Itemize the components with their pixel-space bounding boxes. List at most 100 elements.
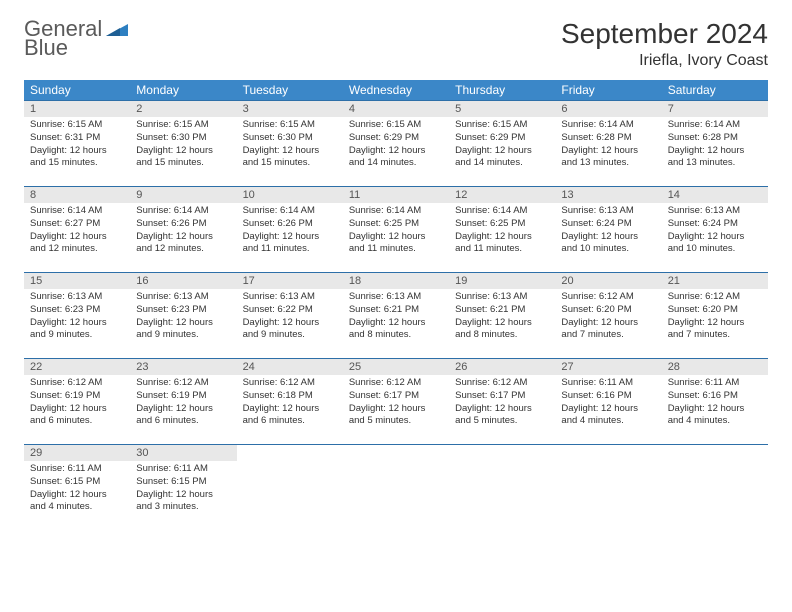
- day-cell: 29Sunrise: 6:11 AMSunset: 6:15 PMDayligh…: [24, 445, 130, 531]
- weekday-header: Saturday: [662, 80, 768, 101]
- day-details: Sunrise: 6:13 AMSunset: 6:23 PMDaylight:…: [130, 289, 236, 346]
- day-cell: 3Sunrise: 6:15 AMSunset: 6:30 PMDaylight…: [237, 101, 343, 187]
- day-number: 13: [555, 187, 661, 203]
- calendar-table: Sunday Monday Tuesday Wednesday Thursday…: [24, 80, 768, 531]
- day-number: 22: [24, 359, 130, 375]
- day-details: Sunrise: 6:12 AMSunset: 6:19 PMDaylight:…: [130, 375, 236, 432]
- day-details: Sunrise: 6:13 AMSunset: 6:21 PMDaylight:…: [449, 289, 555, 346]
- day-details: Sunrise: 6:12 AMSunset: 6:20 PMDaylight:…: [555, 289, 661, 346]
- day-cell: 15Sunrise: 6:13 AMSunset: 6:23 PMDayligh…: [24, 273, 130, 359]
- weekday-header: Sunday: [24, 80, 130, 101]
- empty-cell: [237, 445, 343, 531]
- day-details: Sunrise: 6:13 AMSunset: 6:22 PMDaylight:…: [237, 289, 343, 346]
- day-cell: 25Sunrise: 6:12 AMSunset: 6:17 PMDayligh…: [343, 359, 449, 445]
- weekday-header-row: Sunday Monday Tuesday Wednesday Thursday…: [24, 80, 768, 101]
- location-text: Iriefla, Ivory Coast: [561, 52, 768, 70]
- day-details: Sunrise: 6:14 AMSunset: 6:27 PMDaylight:…: [24, 203, 130, 260]
- day-details: Sunrise: 6:15 AMSunset: 6:29 PMDaylight:…: [343, 117, 449, 174]
- day-details: Sunrise: 6:14 AMSunset: 6:25 PMDaylight:…: [449, 203, 555, 260]
- day-number: 17: [237, 273, 343, 289]
- day-details: Sunrise: 6:14 AMSunset: 6:28 PMDaylight:…: [662, 117, 768, 174]
- day-number: 7: [662, 101, 768, 117]
- day-number: 24: [237, 359, 343, 375]
- day-number: 21: [662, 273, 768, 289]
- day-cell: 17Sunrise: 6:13 AMSunset: 6:22 PMDayligh…: [237, 273, 343, 359]
- day-number: 9: [130, 187, 236, 203]
- day-details: Sunrise: 6:15 AMSunset: 6:31 PMDaylight:…: [24, 117, 130, 174]
- day-cell: 26Sunrise: 6:12 AMSunset: 6:17 PMDayligh…: [449, 359, 555, 445]
- day-cell: 13Sunrise: 6:13 AMSunset: 6:24 PMDayligh…: [555, 187, 661, 273]
- day-details: Sunrise: 6:14 AMSunset: 6:25 PMDaylight:…: [343, 203, 449, 260]
- day-cell: 21Sunrise: 6:12 AMSunset: 6:20 PMDayligh…: [662, 273, 768, 359]
- day-number: 11: [343, 187, 449, 203]
- day-number: 15: [24, 273, 130, 289]
- day-number: 27: [555, 359, 661, 375]
- day-details: Sunrise: 6:14 AMSunset: 6:26 PMDaylight:…: [130, 203, 236, 260]
- day-cell: 2Sunrise: 6:15 AMSunset: 6:30 PMDaylight…: [130, 101, 236, 187]
- day-cell: 30Sunrise: 6:11 AMSunset: 6:15 PMDayligh…: [130, 445, 236, 531]
- day-number: 3: [237, 101, 343, 117]
- day-number: 4: [343, 101, 449, 117]
- empty-cell: [449, 445, 555, 531]
- empty-cell: [555, 445, 661, 531]
- day-details: Sunrise: 6:12 AMSunset: 6:19 PMDaylight:…: [24, 375, 130, 432]
- day-number: 23: [130, 359, 236, 375]
- day-details: Sunrise: 6:12 AMSunset: 6:20 PMDaylight:…: [662, 289, 768, 346]
- day-number: 2: [130, 101, 236, 117]
- calendar-row: 8Sunrise: 6:14 AMSunset: 6:27 PMDaylight…: [24, 187, 768, 273]
- day-cell: 4Sunrise: 6:15 AMSunset: 6:29 PMDaylight…: [343, 101, 449, 187]
- weekday-header: Friday: [555, 80, 661, 101]
- day-details: Sunrise: 6:13 AMSunset: 6:24 PMDaylight:…: [555, 203, 661, 260]
- day-cell: 23Sunrise: 6:12 AMSunset: 6:19 PMDayligh…: [130, 359, 236, 445]
- calendar-row: 29Sunrise: 6:11 AMSunset: 6:15 PMDayligh…: [24, 445, 768, 531]
- weekday-header: Tuesday: [237, 80, 343, 101]
- day-details: Sunrise: 6:11 AMSunset: 6:15 PMDaylight:…: [130, 461, 236, 518]
- day-cell: 27Sunrise: 6:11 AMSunset: 6:16 PMDayligh…: [555, 359, 661, 445]
- weekday-header: Wednesday: [343, 80, 449, 101]
- day-cell: 10Sunrise: 6:14 AMSunset: 6:26 PMDayligh…: [237, 187, 343, 273]
- logo-triangle-icon: [106, 20, 128, 41]
- calendar-body: 1Sunrise: 6:15 AMSunset: 6:31 PMDaylight…: [24, 101, 768, 531]
- day-cell: 28Sunrise: 6:11 AMSunset: 6:16 PMDayligh…: [662, 359, 768, 445]
- day-cell: 6Sunrise: 6:14 AMSunset: 6:28 PMDaylight…: [555, 101, 661, 187]
- day-cell: 11Sunrise: 6:14 AMSunset: 6:25 PMDayligh…: [343, 187, 449, 273]
- day-cell: 24Sunrise: 6:12 AMSunset: 6:18 PMDayligh…: [237, 359, 343, 445]
- day-cell: 8Sunrise: 6:14 AMSunset: 6:27 PMDaylight…: [24, 187, 130, 273]
- day-cell: 12Sunrise: 6:14 AMSunset: 6:25 PMDayligh…: [449, 187, 555, 273]
- day-details: Sunrise: 6:13 AMSunset: 6:23 PMDaylight:…: [24, 289, 130, 346]
- day-cell: 5Sunrise: 6:15 AMSunset: 6:29 PMDaylight…: [449, 101, 555, 187]
- day-cell: 9Sunrise: 6:14 AMSunset: 6:26 PMDaylight…: [130, 187, 236, 273]
- day-number: 14: [662, 187, 768, 203]
- day-cell: 18Sunrise: 6:13 AMSunset: 6:21 PMDayligh…: [343, 273, 449, 359]
- day-details: Sunrise: 6:13 AMSunset: 6:21 PMDaylight:…: [343, 289, 449, 346]
- day-details: Sunrise: 6:11 AMSunset: 6:16 PMDaylight:…: [662, 375, 768, 432]
- day-number: 1: [24, 101, 130, 117]
- day-number: 26: [449, 359, 555, 375]
- weekday-header: Monday: [130, 80, 236, 101]
- day-cell: 16Sunrise: 6:13 AMSunset: 6:23 PMDayligh…: [130, 273, 236, 359]
- calendar-row: 15Sunrise: 6:13 AMSunset: 6:23 PMDayligh…: [24, 273, 768, 359]
- day-details: Sunrise: 6:13 AMSunset: 6:24 PMDaylight:…: [662, 203, 768, 260]
- day-cell: 19Sunrise: 6:13 AMSunset: 6:21 PMDayligh…: [449, 273, 555, 359]
- calendar-row: 22Sunrise: 6:12 AMSunset: 6:19 PMDayligh…: [24, 359, 768, 445]
- day-number: 25: [343, 359, 449, 375]
- day-cell: 14Sunrise: 6:13 AMSunset: 6:24 PMDayligh…: [662, 187, 768, 273]
- day-cell: 7Sunrise: 6:14 AMSunset: 6:28 PMDaylight…: [662, 101, 768, 187]
- day-number: 16: [130, 273, 236, 289]
- title-block: September 2024 Iriefla, Ivory Coast: [561, 18, 768, 70]
- day-number: 30: [130, 445, 236, 461]
- day-number: 20: [555, 273, 661, 289]
- day-details: Sunrise: 6:15 AMSunset: 6:30 PMDaylight:…: [130, 117, 236, 174]
- page-title: September 2024: [561, 18, 768, 50]
- day-cell: 20Sunrise: 6:12 AMSunset: 6:20 PMDayligh…: [555, 273, 661, 359]
- day-details: Sunrise: 6:11 AMSunset: 6:16 PMDaylight:…: [555, 375, 661, 432]
- day-details: Sunrise: 6:12 AMSunset: 6:17 PMDaylight:…: [343, 375, 449, 432]
- day-details: Sunrise: 6:11 AMSunset: 6:15 PMDaylight:…: [24, 461, 130, 518]
- day-details: Sunrise: 6:12 AMSunset: 6:18 PMDaylight:…: [237, 375, 343, 432]
- day-number: 18: [343, 273, 449, 289]
- logo: General Blue: [24, 18, 128, 59]
- day-details: Sunrise: 6:12 AMSunset: 6:17 PMDaylight:…: [449, 375, 555, 432]
- day-details: Sunrise: 6:14 AMSunset: 6:28 PMDaylight:…: [555, 117, 661, 174]
- day-number: 6: [555, 101, 661, 117]
- empty-cell: [662, 445, 768, 531]
